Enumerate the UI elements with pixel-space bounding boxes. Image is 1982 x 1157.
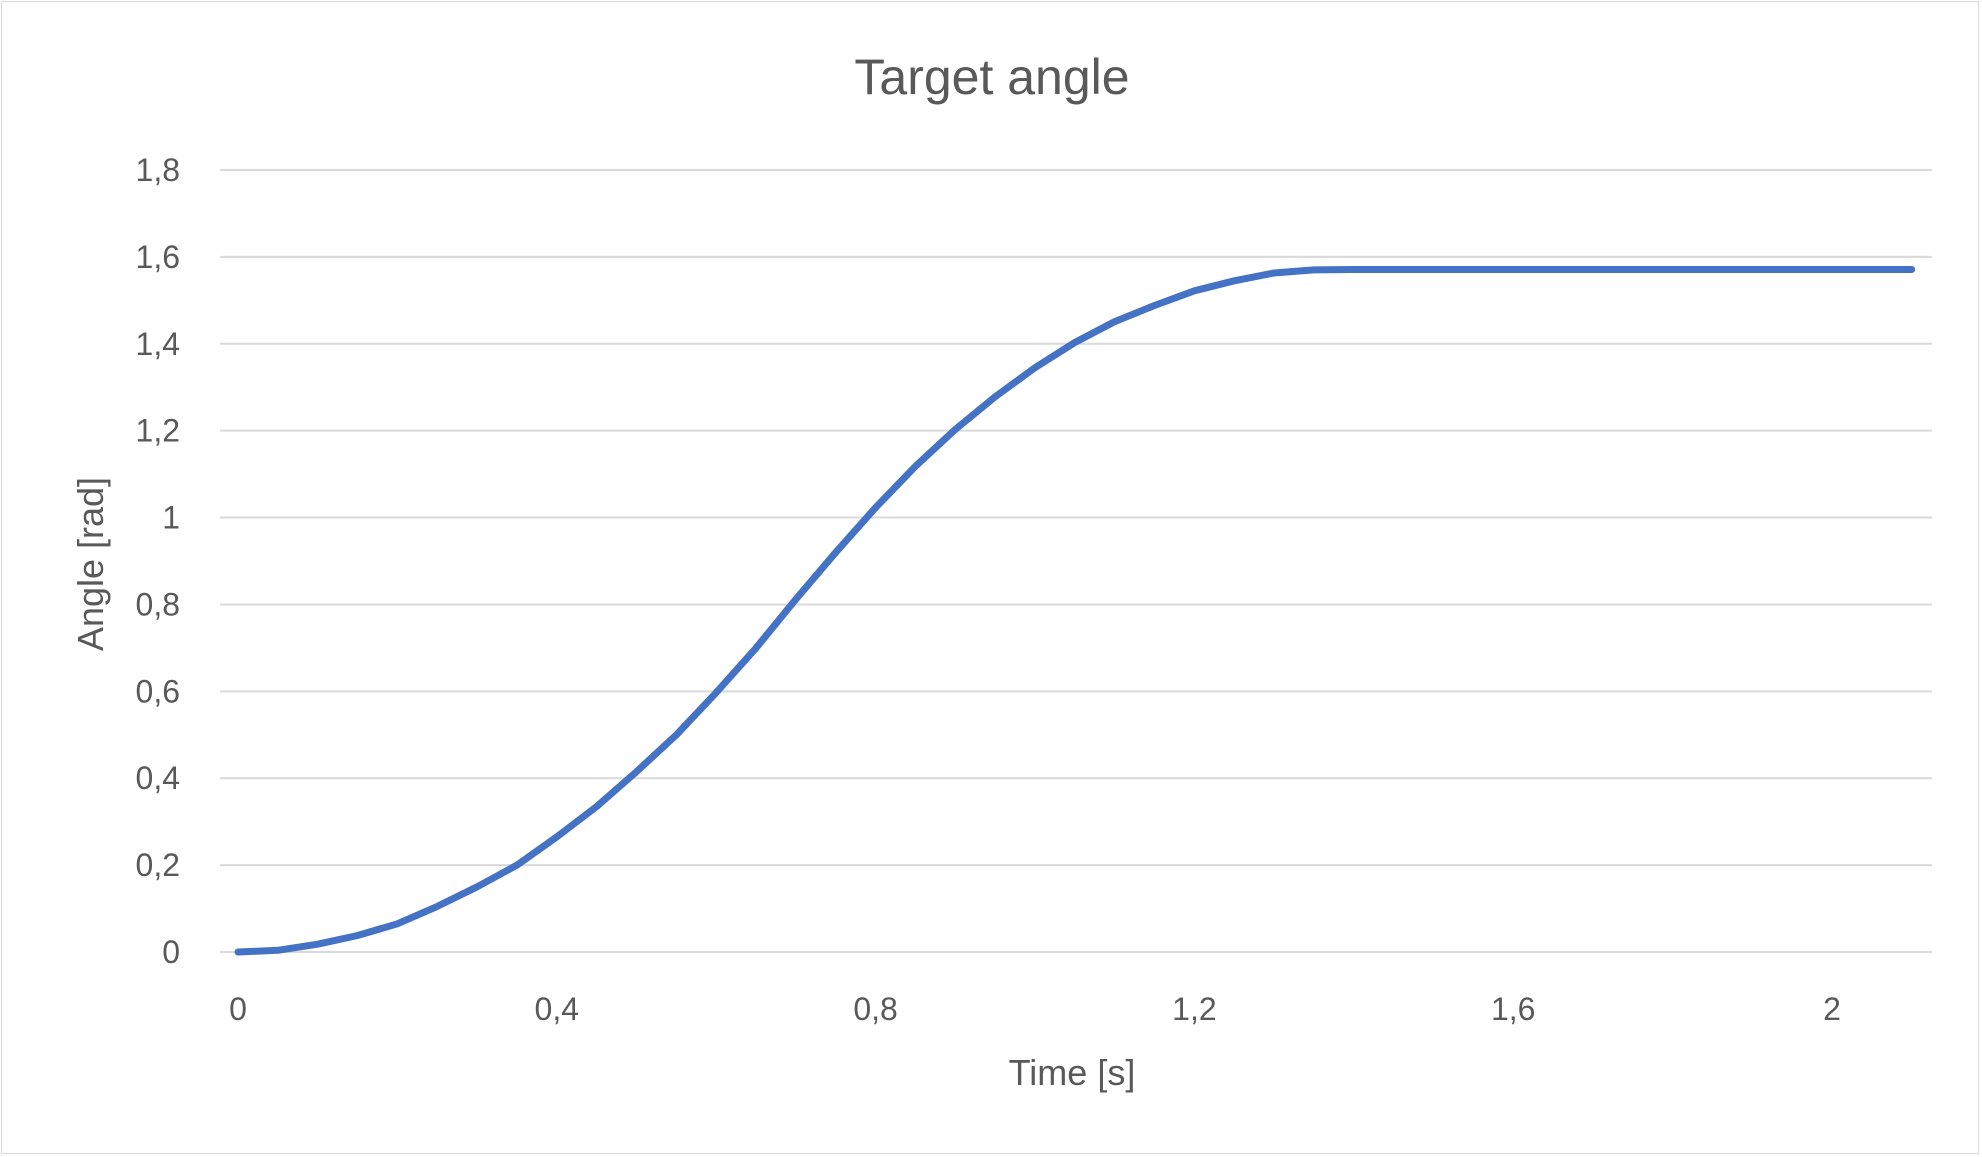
x-axis-title: Time [s] — [1009, 1052, 1136, 1093]
y-tick-label: 0,8 — [136, 586, 180, 622]
x-tick-label: 1,2 — [1172, 991, 1216, 1027]
y-tick-label: 0,6 — [136, 673, 180, 709]
y-tick-label: 1,8 — [136, 152, 180, 188]
y-tick-label: 0,4 — [136, 760, 180, 796]
gridlines — [220, 169, 1932, 953]
y-tick-label: 1,4 — [136, 326, 180, 362]
chart-title: Target angle — [854, 49, 1129, 105]
x-axis-ticks: 0 0,4 0,8 1,2 1,6 2 — [229, 991, 1841, 1027]
series-layer — [234, 266, 1916, 956]
series-line — [234, 266, 1916, 956]
y-axis-ticks: 0 0,2 0,4 0,6 0,8 1 1,2 1,4 1,6 1,8 — [136, 152, 180, 970]
y-tick-label: 0,2 — [136, 847, 180, 883]
y-axis-title: Angle [rad] — [70, 477, 111, 651]
y-tick-label: 1 — [162, 500, 180, 536]
y-tick-label: 0 — [162, 934, 180, 970]
x-tick-label: 2 — [1823, 991, 1841, 1027]
x-tick-label: 0 — [229, 991, 247, 1027]
x-tick-label: 0,8 — [853, 991, 897, 1027]
x-tick-label: 1,6 — [1491, 991, 1535, 1027]
x-tick-label: 0,4 — [535, 991, 579, 1027]
y-tick-label: 1,6 — [136, 239, 180, 275]
y-tick-label: 1,2 — [136, 413, 180, 449]
